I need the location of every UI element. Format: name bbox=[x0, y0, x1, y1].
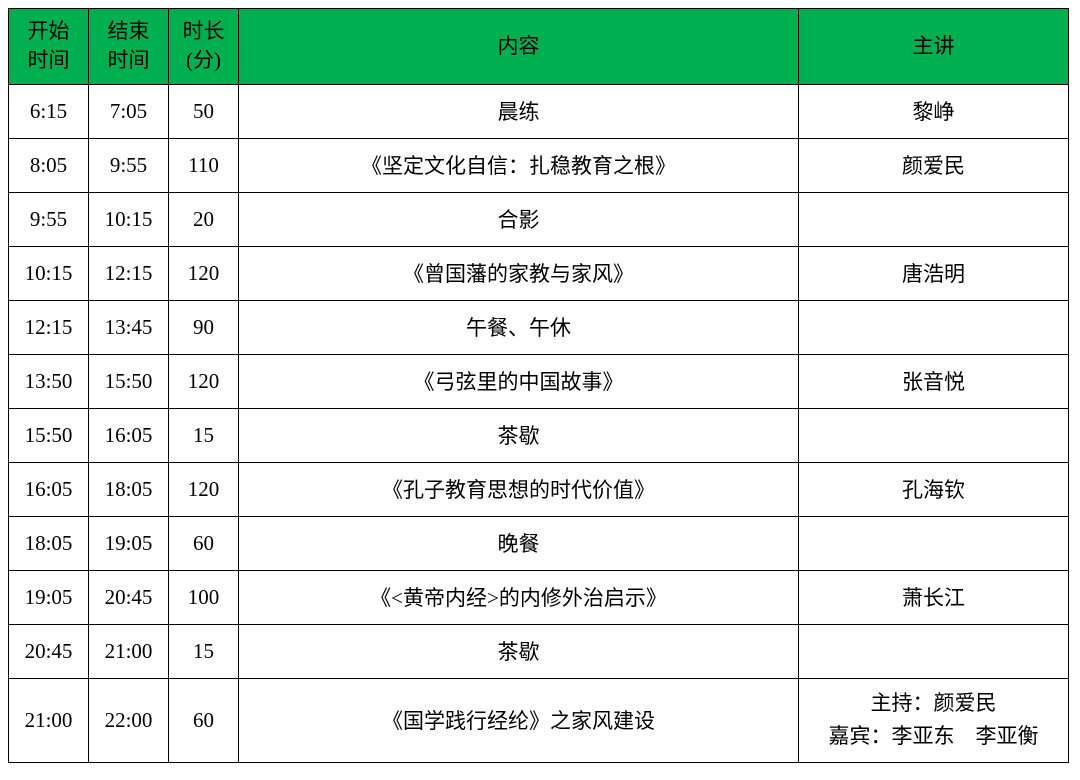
cell-end-time: 22:00 bbox=[89, 678, 169, 762]
cell-end-time: 13:45 bbox=[89, 300, 169, 354]
cell-start-time: 20:45 bbox=[9, 624, 89, 678]
table-row: 20:4521:0015茶歇 bbox=[9, 624, 1069, 678]
cell-content: 《孔子教育思想的时代价值》 bbox=[239, 462, 799, 516]
cell-end-time: 7:05 bbox=[89, 84, 169, 138]
cell-speaker: 孔海钦 bbox=[799, 462, 1069, 516]
cell-content: 《国学践行经纶》之家风建设 bbox=[239, 678, 799, 762]
table-row: 8:059:55110《坚定文化自信：扎稳教育之根》颜爱民 bbox=[9, 138, 1069, 192]
cell-end-time: 19:05 bbox=[89, 516, 169, 570]
cell-content: 晨练 bbox=[239, 84, 799, 138]
cell-content: 《曾国藩的家教与家风》 bbox=[239, 246, 799, 300]
header-content: 内容 bbox=[239, 9, 799, 85]
cell-start-time: 9:55 bbox=[9, 192, 89, 246]
cell-start-time: 6:15 bbox=[9, 84, 89, 138]
cell-speaker: 萧长江 bbox=[799, 570, 1069, 624]
cell-start-time: 18:05 bbox=[9, 516, 89, 570]
cell-speaker: 张音悦 bbox=[799, 354, 1069, 408]
table-row: 21:0022:0060《国学践行经纶》之家风建设主持：颜爱民嘉宾：李亚东 李亚… bbox=[9, 678, 1069, 762]
cell-duration: 90 bbox=[169, 300, 239, 354]
header-speaker: 主讲 bbox=[799, 9, 1069, 85]
cell-start-time: 15:50 bbox=[9, 408, 89, 462]
cell-end-time: 15:50 bbox=[89, 354, 169, 408]
cell-content: 晚餐 bbox=[239, 516, 799, 570]
header-end-time: 结束时间 bbox=[89, 9, 169, 85]
table-row: 16:0518:05120《孔子教育思想的时代价值》孔海钦 bbox=[9, 462, 1069, 516]
cell-start-time: 19:05 bbox=[9, 570, 89, 624]
cell-start-time: 16:05 bbox=[9, 462, 89, 516]
cell-end-time: 18:05 bbox=[89, 462, 169, 516]
cell-duration: 15 bbox=[169, 408, 239, 462]
cell-speaker: 颜爱民 bbox=[799, 138, 1069, 192]
cell-content: 茶歇 bbox=[239, 624, 799, 678]
cell-duration: 60 bbox=[169, 516, 239, 570]
cell-speaker bbox=[799, 408, 1069, 462]
cell-speaker bbox=[799, 300, 1069, 354]
table-row: 10:1512:15120《曾国藩的家教与家风》唐浩明 bbox=[9, 246, 1069, 300]
cell-speaker: 唐浩明 bbox=[799, 246, 1069, 300]
cell-end-time: 21:00 bbox=[89, 624, 169, 678]
table-row: 9:5510:1520合影 bbox=[9, 192, 1069, 246]
cell-duration: 120 bbox=[169, 246, 239, 300]
cell-content: 《坚定文化自信：扎稳教育之根》 bbox=[239, 138, 799, 192]
schedule-table: 开始时间 结束时间 时长(分) 内容 主讲 6:157:0550晨练黎峥8:05… bbox=[8, 8, 1069, 763]
cell-start-time: 8:05 bbox=[9, 138, 89, 192]
table-row: 18:0519:0560晚餐 bbox=[9, 516, 1069, 570]
table-row: 15:5016:0515茶歇 bbox=[9, 408, 1069, 462]
cell-end-time: 12:15 bbox=[89, 246, 169, 300]
cell-duration: 120 bbox=[169, 354, 239, 408]
cell-end-time: 20:45 bbox=[89, 570, 169, 624]
cell-end-time: 10:15 bbox=[89, 192, 169, 246]
cell-end-time: 16:05 bbox=[89, 408, 169, 462]
cell-content: 合影 bbox=[239, 192, 799, 246]
cell-duration: 20 bbox=[169, 192, 239, 246]
table-body: 6:157:0550晨练黎峥8:059:55110《坚定文化自信：扎稳教育之根》… bbox=[9, 84, 1069, 762]
cell-content: 《弓弦里的中国故事》 bbox=[239, 354, 799, 408]
cell-end-time: 9:55 bbox=[89, 138, 169, 192]
cell-duration: 60 bbox=[169, 678, 239, 762]
cell-content: 茶歇 bbox=[239, 408, 799, 462]
table-row: 12:1513:4590午餐、午休 bbox=[9, 300, 1069, 354]
table-header: 开始时间 结束时间 时长(分) 内容 主讲 bbox=[9, 9, 1069, 85]
cell-speaker bbox=[799, 516, 1069, 570]
cell-start-time: 12:15 bbox=[9, 300, 89, 354]
header-duration: 时长(分) bbox=[169, 9, 239, 85]
cell-duration: 15 bbox=[169, 624, 239, 678]
cell-duration: 110 bbox=[169, 138, 239, 192]
cell-speaker: 黎峥 bbox=[799, 84, 1069, 138]
cell-duration: 100 bbox=[169, 570, 239, 624]
table-row: 13:5015:50120《弓弦里的中国故事》张音悦 bbox=[9, 354, 1069, 408]
cell-speaker bbox=[799, 192, 1069, 246]
cell-start-time: 13:50 bbox=[9, 354, 89, 408]
cell-duration: 50 bbox=[169, 84, 239, 138]
header-start-time: 开始时间 bbox=[9, 9, 89, 85]
cell-speaker bbox=[799, 624, 1069, 678]
table-row: 6:157:0550晨练黎峥 bbox=[9, 84, 1069, 138]
cell-content: 《<黄帝内经>的内修外治启示》 bbox=[239, 570, 799, 624]
cell-start-time: 21:00 bbox=[9, 678, 89, 762]
cell-speaker: 主持：颜爱民嘉宾：李亚东 李亚衡 bbox=[799, 678, 1069, 762]
table-row: 19:0520:45100《<黄帝内经>的内修外治启示》萧长江 bbox=[9, 570, 1069, 624]
cell-content: 午餐、午休 bbox=[239, 300, 799, 354]
cell-duration: 120 bbox=[169, 462, 239, 516]
cell-start-time: 10:15 bbox=[9, 246, 89, 300]
